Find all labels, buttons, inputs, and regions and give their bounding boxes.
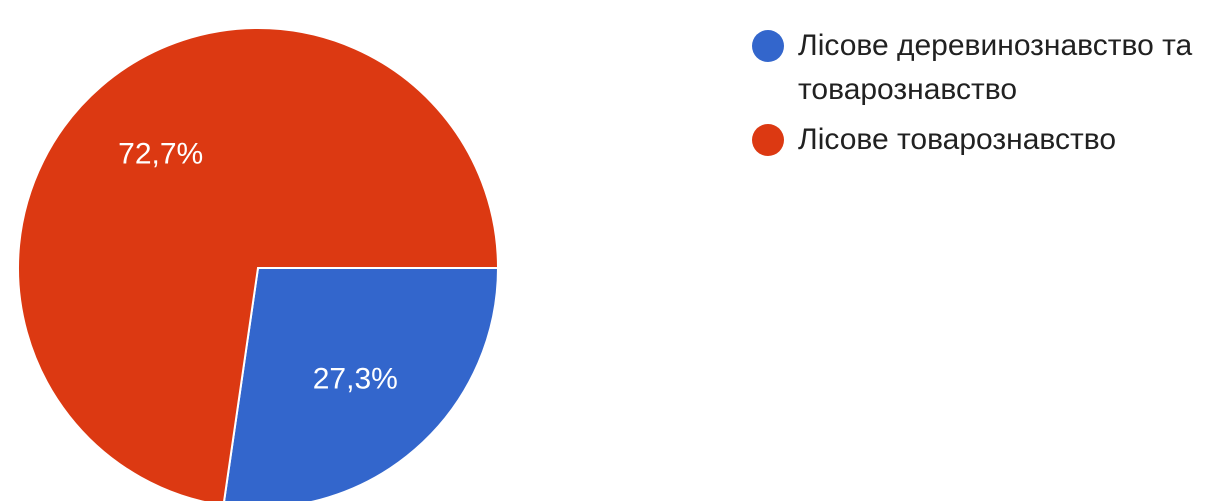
pie-label-wood-science: 27,3%	[313, 362, 398, 395]
pie-label-commodity-science: 72,7%	[118, 137, 203, 170]
legend: Лісове деревинознавство та товарознавств…	[752, 24, 1220, 168]
legend-item-commodity-science[interactable]: Лісове товарознавство	[752, 118, 1220, 162]
pie-slice-commodity-science[interactable]	[17, 27, 500, 501]
legend-label-commodity-science: Лісове товарознавство	[798, 123, 1117, 156]
legend-label-wood-science: Лісове деревинознавство та товарознавств…	[798, 29, 1193, 106]
legend-swatch-wood-science	[752, 30, 784, 62]
pie-chart: 27,3% 72,7%	[17, 27, 500, 501]
legend-swatch-commodity-science	[752, 124, 784, 156]
legend-item-wood-science[interactable]: Лісове деревинознавство та товарознавств…	[752, 24, 1220, 112]
pie-slice-wood-science[interactable]	[223, 267, 500, 501]
